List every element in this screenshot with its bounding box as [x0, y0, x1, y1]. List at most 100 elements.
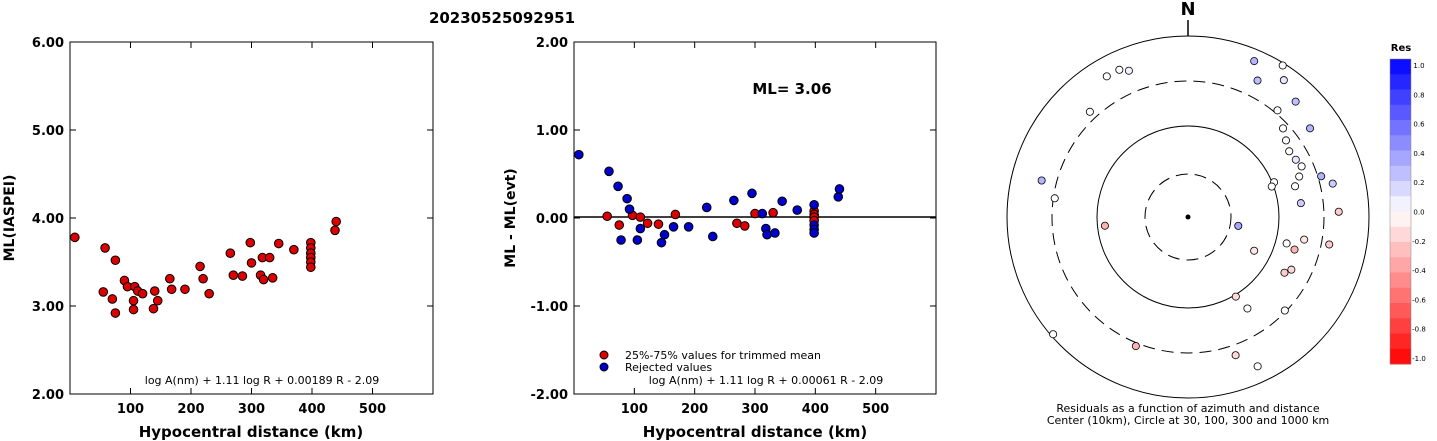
- station-marker: [1287, 265, 1296, 274]
- residual-legend-swatch: [1390, 59, 1411, 75]
- event-id-title: 20230525092951: [429, 9, 575, 27]
- station-marker: [1334, 207, 1343, 216]
- north-label: N: [1180, 0, 1195, 20]
- station-marker: [1102, 72, 1111, 81]
- legend-label-rejected: Rejected values: [625, 361, 712, 374]
- residual-legend-swatch: [1390, 135, 1411, 151]
- magnitude-data-point: [264, 252, 275, 263]
- chart-1-x-tick-label: 200: [681, 402, 708, 417]
- station-marker: [1124, 66, 1133, 75]
- rejected-residual-point: [659, 229, 670, 240]
- station-marker: [1243, 304, 1252, 313]
- station-marker: [1325, 240, 1334, 249]
- magnitude-data-point: [100, 243, 110, 253]
- station-marker: [1306, 124, 1315, 133]
- residual-legend-swatch: [1390, 181, 1411, 197]
- station-marker: [1100, 221, 1109, 230]
- legend-label-trimmed: 25%-75% values for trimmed mean: [625, 349, 821, 362]
- residual-legend-tick-label: 0.0: [1413, 209, 1424, 217]
- rejected-residual-point: [757, 208, 768, 219]
- residual-legend-swatch: [1390, 226, 1411, 243]
- magnitude-data-point: [149, 286, 160, 296]
- rejected-residual-point: [762, 229, 772, 240]
- magnitude-data-point: [267, 273, 278, 283]
- magnitude-data-point: [110, 308, 121, 318]
- rejected-residual-point: [809, 228, 819, 238]
- trimmed-residual-point: [642, 218, 653, 229]
- station-marker: [1279, 124, 1288, 133]
- station-marker: [1282, 136, 1291, 145]
- residual-chart-x-label: Hypocentral distance (km): [643, 423, 868, 441]
- chart-1-x-tick-label: 500: [862, 402, 889, 417]
- station-marker: [1250, 57, 1259, 66]
- station-marker: [1317, 172, 1326, 181]
- chart-1-y-tick-label: 0.00: [536, 212, 568, 227]
- residual-legend-swatch: [1390, 211, 1411, 228]
- station-marker: [1279, 76, 1288, 85]
- magnitude-data-point: [225, 248, 236, 258]
- trimmed-residual-point: [653, 219, 664, 229]
- station-marker: [1280, 306, 1289, 315]
- magnitude-data-point: [110, 255, 121, 266]
- chart-1-y-tick-label: -1.00: [531, 300, 568, 315]
- magnitude-data-point: [237, 271, 248, 281]
- residual-legend-tick-label: 0.8: [1413, 91, 1424, 99]
- rejected-residual-point: [833, 192, 844, 202]
- magnitude-chart-y-label: ML(IASPEI): [2, 175, 18, 262]
- station-marker: [1049, 330, 1058, 339]
- rejected-residual-point: [622, 193, 632, 204]
- azimuth-residual-chart: N Residuals as a function of azimuth and…: [1006, 0, 1370, 427]
- rejected-residual-point: [683, 222, 694, 232]
- trimmed-residual-point: [768, 207, 778, 218]
- station-marker: [1115, 65, 1124, 74]
- chart-0-x-tick-label: 500: [359, 402, 386, 417]
- station-marker: [1282, 239, 1291, 248]
- station-marker: [1278, 61, 1287, 70]
- residual-legend-tick-label: -0.8: [1412, 326, 1426, 334]
- residual-legend-tick-label: -0.6: [1412, 296, 1426, 304]
- residual-chart-ml-annotation: ML= 3.06: [752, 80, 831, 98]
- legend-marker-rejected: [599, 362, 609, 372]
- station-marker: [1267, 182, 1276, 191]
- station-marker: [1273, 106, 1282, 115]
- residual-legend-swatch: [1390, 104, 1411, 121]
- magnitude-data-point: [273, 238, 284, 249]
- rejected-residual-point: [613, 181, 623, 192]
- residual-chart-y-ticks: -2.00 -1.00 0.00 1.00 2.00: [531, 36, 936, 403]
- station-marker: [1231, 351, 1240, 360]
- magnitude-chart: 2.00 3.00 4.00 5.00 6.00 100 200 300 400 500 log…: [2, 36, 434, 441]
- station-marker: [1250, 246, 1259, 255]
- residual-legend-swatch: [1390, 257, 1411, 273]
- rejected-residual-point: [604, 166, 614, 177]
- magnitude-data-point: [70, 232, 80, 243]
- station-marker: [1050, 194, 1059, 203]
- residual-legend-swatch: [1390, 165, 1411, 182]
- rejected-residual-point: [656, 237, 667, 248]
- magnitude-data-point: [289, 244, 299, 255]
- residual-legend-swatch: [1390, 303, 1411, 319]
- magnitude-data-point: [245, 237, 256, 248]
- residual-legend-swatch: [1390, 287, 1411, 304]
- residual-legend-tick-label: -0.2: [1412, 238, 1426, 246]
- residual-legend-swatch: [1390, 196, 1411, 212]
- magnitude-data-point: [165, 273, 175, 284]
- residual-chart-formula: log A(nm) + 1.11 log R + 0.00061 R - 2.0…: [649, 374, 883, 387]
- station-marker: [1291, 182, 1300, 191]
- magnitude-data-point: [305, 262, 316, 273]
- station-marker: [1131, 342, 1140, 351]
- magnitude-chart-x-ticks: 100 200 300 400 500: [117, 42, 386, 417]
- residual-legend-tick-label: 1.0: [1413, 62, 1424, 70]
- trimmed-residual-point: [739, 221, 750, 231]
- magnitude-data-point: [107, 294, 118, 304]
- polar-caption-line1: Residuals as a function of azimuth and d…: [1056, 402, 1319, 415]
- magnitude-data-point: [148, 303, 159, 314]
- rejected-residual-point: [707, 231, 718, 242]
- chart-0-x-tick-label: 200: [177, 402, 204, 417]
- rejected-residual-point: [701, 202, 712, 213]
- chart-0-x-tick-label: 400: [298, 402, 325, 417]
- magnitude-data-point: [331, 216, 342, 227]
- magnitude-chart-frame: [69, 41, 434, 395]
- chart-0-y-tick-label: 3.00: [32, 300, 64, 315]
- chart-0-x-tick-label: 300: [238, 402, 265, 417]
